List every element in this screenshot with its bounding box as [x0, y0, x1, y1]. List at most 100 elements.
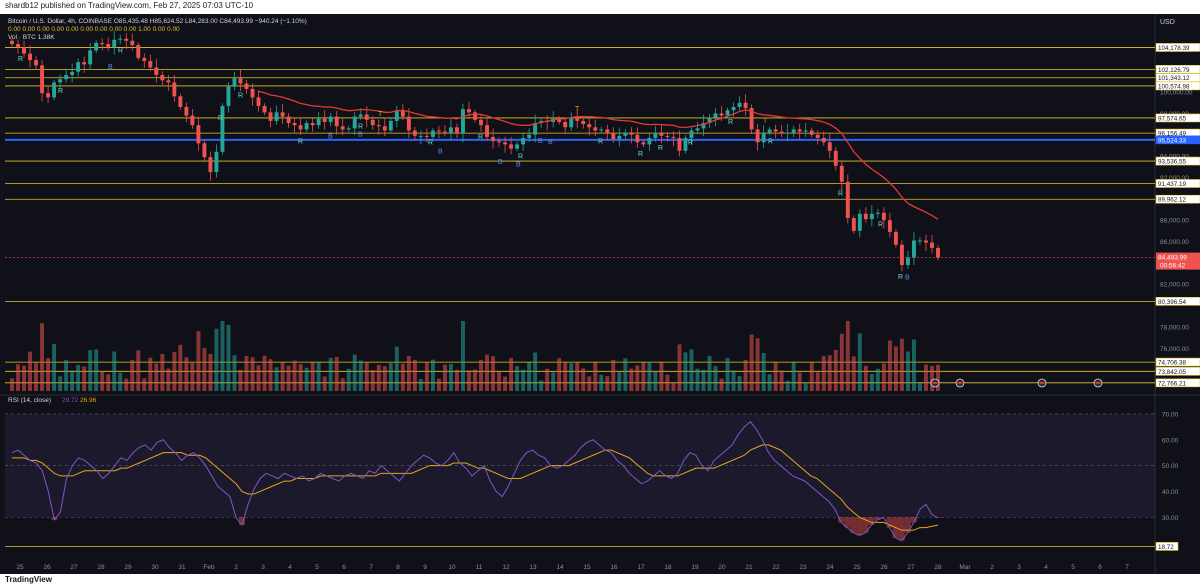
candle-body — [557, 118, 562, 122]
volume-bar — [364, 361, 369, 391]
candle-body — [202, 143, 207, 158]
volume-bar — [208, 353, 213, 391]
level-label: 89,962.12 — [1158, 197, 1187, 204]
volume-bar — [695, 368, 700, 391]
candle-body — [82, 62, 87, 65]
x-axis-label: 13 — [529, 564, 537, 571]
candle-body — [497, 141, 502, 143]
candle-body — [833, 150, 838, 166]
event-flag-stripe — [932, 382, 938, 384]
volume-bar — [112, 351, 117, 391]
volume-bar — [665, 374, 670, 391]
candle-body — [677, 137, 682, 151]
price-axis-background — [1155, 14, 1200, 574]
candle-body — [659, 132, 664, 136]
candle-body — [611, 133, 616, 140]
volume-bar — [160, 353, 165, 391]
signal-r: R — [728, 119, 733, 126]
level-tag — [1155, 43, 1200, 52]
candle-body — [785, 132, 790, 134]
volume-bar — [316, 361, 321, 391]
candle-body — [599, 129, 604, 131]
candle-body — [100, 42, 105, 45]
signal-r: R — [298, 138, 303, 145]
volume-bar — [461, 321, 465, 391]
candle-body — [352, 116, 357, 129]
candle-body — [899, 244, 904, 266]
candle-body — [707, 117, 712, 124]
chart-svg[interactable]: USD104,000.00100,000.0098,000.0096,000.0… — [0, 14, 1200, 574]
level-label: 95,524.33 — [1158, 137, 1187, 144]
volume-bar — [455, 369, 459, 391]
candle-body — [16, 44, 20, 48]
rsi-line — [11, 420, 939, 542]
volume-bar — [707, 355, 712, 391]
candle-body — [280, 112, 285, 117]
candle-body — [208, 157, 213, 173]
x-axis-label: 31 — [178, 564, 186, 571]
volume-bar — [214, 328, 219, 391]
volume-bar — [322, 376, 327, 391]
candle-body — [713, 113, 718, 118]
candle-body — [533, 123, 538, 135]
volume-bar — [629, 368, 634, 391]
candle-body — [779, 131, 784, 134]
candle-body — [118, 38, 123, 40]
signal-b: B — [358, 131, 363, 138]
level-label: 73,842.05 — [1158, 369, 1187, 376]
volume-bar — [28, 351, 32, 391]
candle-body — [653, 132, 658, 138]
candle-body — [10, 40, 14, 45]
candle-body — [196, 125, 201, 144]
volume-bar — [52, 343, 57, 391]
candle-body — [88, 50, 93, 65]
x-axis-label: 30 — [151, 564, 159, 571]
volume-bar — [232, 355, 237, 391]
candle-body — [256, 97, 261, 106]
x-axis-label: 14 — [556, 564, 564, 571]
candle-body — [924, 240, 928, 243]
event-flag-stripe — [957, 382, 963, 384]
volume-bar — [491, 356, 495, 391]
candle-countdown: 00:56:42 — [1160, 263, 1186, 270]
volume-bar — [869, 373, 874, 391]
signal-r: R — [658, 145, 663, 152]
footer-bar: TradingView — [0, 574, 1200, 588]
candle-body — [905, 257, 910, 266]
candle-body — [461, 109, 465, 134]
signal-t: T — [763, 118, 768, 125]
volume-bar — [485, 354, 489, 391]
candle-body — [473, 112, 477, 120]
signal-r: R — [688, 139, 693, 146]
candle-body — [148, 61, 153, 68]
candle-body — [46, 93, 51, 98]
volume-bars — [10, 321, 940, 391]
candle-body — [166, 80, 171, 83]
volume-bar — [725, 357, 730, 391]
candle-body — [617, 135, 622, 140]
volume-bar — [755, 338, 760, 391]
candle-body — [605, 129, 610, 134]
candle-body — [304, 123, 309, 130]
signal-r: R — [878, 222, 883, 229]
x-axis-label: 5 — [315, 564, 319, 571]
signal-r: R — [478, 134, 483, 141]
candle-body — [178, 96, 183, 108]
volume-bar — [791, 362, 796, 391]
signal-t: T — [575, 106, 580, 113]
candle-body — [845, 181, 850, 219]
candle-body — [388, 120, 393, 131]
x-axis-label: 10 — [448, 564, 456, 571]
volume-bar — [930, 365, 934, 391]
price-axis-label: 78,000.00 — [1160, 324, 1189, 331]
candle-body — [64, 74, 69, 80]
volume-bar — [569, 363, 574, 391]
volume-bar — [382, 366, 387, 391]
volume-bar — [785, 380, 790, 391]
chart-area[interactable]: USD104,000.00100,000.0098,000.0096,000.0… — [0, 14, 1200, 574]
volume-bar — [617, 372, 622, 391]
level-tag — [1155, 367, 1200, 376]
rsi-oversold-fill — [868, 517, 875, 525]
candle-body — [316, 118, 321, 126]
level-label: 104,178.39 — [1158, 45, 1190, 52]
